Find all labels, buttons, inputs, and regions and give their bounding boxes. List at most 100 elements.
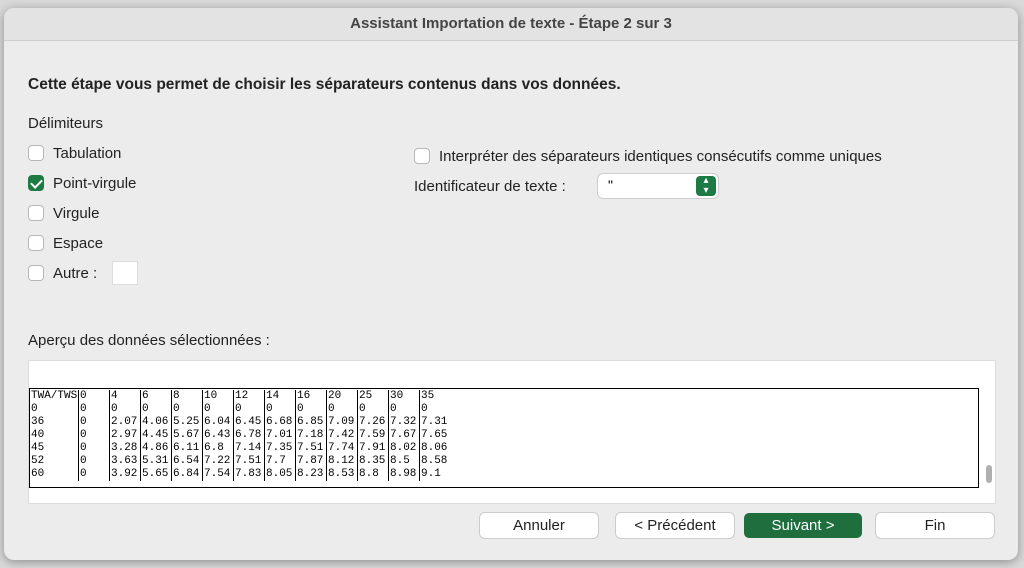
preview-heading: Aperçu des données sélectionnées : [28,332,270,349]
table-cell: 6.8 [202,442,233,455]
table-cell: 0 [78,429,109,442]
checkbox-label: Virgule [53,205,100,222]
table-cell: 7.59 [357,429,388,442]
table-cell: 2.97 [109,429,140,442]
text-qualifier-select[interactable]: " ▴ ▾ [598,174,718,198]
table-cell: 7.51 [295,442,326,455]
table-cell: 35 [419,390,450,403]
table-cell: 0 [419,403,450,416]
table-cell: 6.84 [171,468,202,481]
table-cell: 0 [140,403,171,416]
table-cell: 0 [326,403,357,416]
table-cell: 8.23 [295,468,326,481]
table-cell: 14 [264,390,295,403]
preview: TWA/TWS 0 4 6 8 10 12 14 16 20 25 30 35 0 0 0 0 0 0 0 0 0 0 0 0 0… [28,360,996,504]
table-cell: 8.35 [357,455,388,468]
table-cell: 0 [78,416,109,429]
button[interactable]: < Précédent [616,513,734,538]
table-cell: 8.53 [326,468,357,481]
table-cell: 0 [264,403,295,416]
table-cell: 7.42 [326,429,357,442]
table-cell: 7.31 [419,416,450,429]
table-cell: 45 [31,442,45,454]
button[interactable]: Fin [876,513,994,538]
checkbox-label: Interpréter des séparateurs identiques c… [439,148,882,165]
table-cell: 8.05 [264,468,295,481]
table-cell: 6.68 [264,416,295,429]
table-cell: 20 [326,390,357,403]
table-cell: 7.65 [419,429,450,442]
table-cell: 0 [295,403,326,416]
table-cell: 6.78 [233,429,264,442]
table-cell: 60 [31,468,45,480]
button[interactable]: Suivant > [744,513,862,538]
table-cell: 7.74 [326,442,357,455]
table-cell: 6.11 [171,442,202,455]
table-cell: 0 [109,403,140,416]
table-cell: 7.35 [264,442,295,455]
table-cell: 52 [31,455,45,467]
table-cell: 9.1 [419,468,450,481]
table-cell: 40 [31,429,45,441]
table-cell: 25 [357,390,388,403]
checkbox[interactable] [28,265,44,281]
checkbox[interactable] [28,205,44,221]
table-cell: 4.86 [140,442,171,455]
dialog: Assistant Importation de texte - Étape 2… [4,8,1018,560]
table-cell: 0 [202,403,233,416]
checkbox-label: Espace [53,235,104,252]
table-cell: 7.87 [295,455,326,468]
table-cell: 4.45 [140,429,171,442]
table-cell: 8.02 [388,442,419,455]
scrollbar[interactable] [986,465,992,483]
table-cell: 30 [388,390,419,403]
checkbox[interactable] [28,145,44,161]
table-cell: 7.01 [264,429,295,442]
table-cell: 5.31 [140,455,171,468]
table-cell: 0 [78,468,109,481]
table-cell: 6.54 [171,455,202,468]
table-cell: 4.06 [140,416,171,429]
table-cell: 7.26 [357,416,388,429]
table-cell: 10 [202,390,233,403]
table-cell: 16 [295,390,326,403]
table-cell: 8.58 [419,455,450,468]
table-cell: 8.5 [388,455,419,468]
checkbox[interactable] [28,175,44,191]
checkbox-label: Point-virgule [53,175,137,192]
table-cell: 7.54 [202,468,233,481]
table-cell: 7.51 [233,455,264,468]
checkbox[interactable] [414,148,430,164]
table-cell: 0 [31,403,38,415]
table-cell: 0 [388,403,419,416]
table-cell: 3.63 [109,455,140,468]
table-cell: 7.14 [233,442,264,455]
text-qualifier-label: Identificateur de texte : [414,178,566,195]
table-cell: 7.67 [388,429,419,442]
table-cell: 3.28 [109,442,140,455]
other-delimiter-input[interactable] [112,261,138,285]
checkbox-label: Tabulation [53,145,122,162]
table-cell: 0 [78,455,109,468]
table-cell: 0 [78,442,109,455]
delimiters-heading: Délimiteurs [28,115,104,132]
table-cell: 0 [78,403,109,416]
table-cell: 6.85 [295,416,326,429]
table-cell: 2.07 [109,416,140,429]
button[interactable]: Annuler [480,513,598,538]
table-cell: 8.06 [419,442,450,455]
table-cell: 8.12 [326,455,357,468]
instruction: Cette étape vous permet de choisir les s… [28,76,621,93]
table-cell: 6.45 [233,416,264,429]
table-cell: 8 [171,390,202,403]
table-cell: 8.98 [388,468,419,481]
table-cell: 5.65 [140,468,171,481]
table-cell: 6.04 [202,416,233,429]
table-cell: 7.18 [295,429,326,442]
table-cell: 7.22 [202,455,233,468]
checkbox[interactable] [28,235,44,251]
table-cell: 0 [357,403,388,416]
table-cell: 3.92 [109,468,140,481]
table-cell: 7.32 [388,416,419,429]
